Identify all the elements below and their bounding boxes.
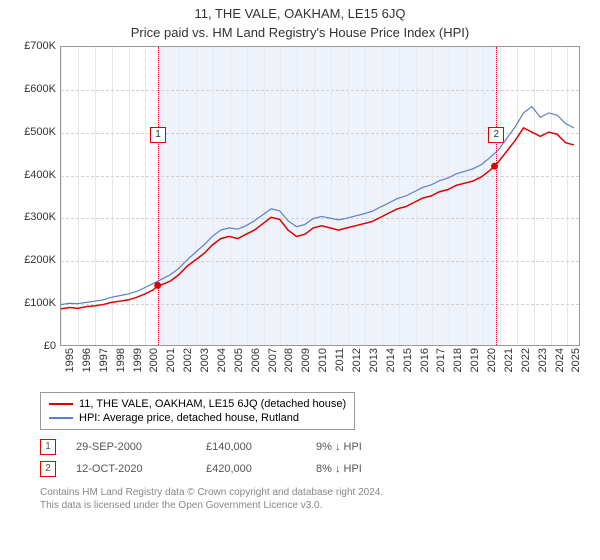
y-axis-label: £700K [8,40,56,52]
x-axis-label: 2008 [283,348,295,372]
sale-row-badge: 2 [40,461,56,477]
sale-price: £420,000 [206,463,296,475]
y-axis-label: £300K [8,211,56,223]
x-axis-label: 2021 [503,348,515,372]
footer-line2: This data is licensed under the Open Gov… [40,499,560,512]
x-axis-label: 2012 [351,348,363,372]
legend: 11, THE VALE, OAKHAM, LE15 6JQ (detached… [40,392,355,430]
x-axis-label: 2022 [520,348,532,372]
chart-container: 11, THE VALE, OAKHAM, LE15 6JQ Price pai… [0,0,600,560]
x-axis-label: 2023 [537,348,549,372]
x-axis-label: 2006 [250,348,262,372]
sale-row: 1 29-SEP-2000 £140,000 9% ↓ HPI [40,436,560,458]
legend-label: HPI: Average price, detached house, Rutl… [79,412,299,424]
sale-marker-dot [491,163,498,170]
x-axis-label: 2014 [385,348,397,372]
legend-swatch [49,417,73,419]
legend-item: HPI: Average price, detached house, Rutl… [49,411,346,425]
chart-area: 12 £0£100K£200K£300K£400K£500K£600K£700K… [40,46,600,386]
series-line [61,107,574,305]
y-axis-label: £200K [8,254,56,266]
sale-date: 29-SEP-2000 [76,441,186,453]
x-axis-label: 2000 [148,348,160,372]
x-axis-label: 2001 [165,348,177,372]
series-svg [61,47,579,345]
legend-item: 11, THE VALE, OAKHAM, LE15 6JQ (detached… [49,397,346,411]
x-axis-label: 1997 [98,348,110,372]
x-axis-label: 2007 [267,348,279,372]
x-axis-label: 2019 [469,348,481,372]
x-axis-label: 2018 [452,348,464,372]
sales-table: 1 29-SEP-2000 £140,000 9% ↓ HPI 2 12-OCT-2020… [40,436,560,480]
x-axis-label: 2011 [334,348,346,372]
y-axis-label: £500K [8,126,56,138]
x-axis-label: 2013 [368,348,380,372]
x-axis-label: 1995 [64,348,76,372]
sale-price: £140,000 [206,441,296,453]
y-axis-label: £600K [8,83,56,95]
sale-diff: 9% ↓ HPI [316,441,426,453]
x-axis-label: 2002 [182,348,194,372]
sale-marker-dot [154,282,161,289]
x-axis-label: 1999 [132,348,144,372]
chart-title-line1: 11, THE VALE, OAKHAM, LE15 6JQ [0,0,600,21]
x-axis-label: 2016 [419,348,431,372]
legend-swatch [49,403,73,405]
x-axis-label: 2009 [300,348,312,372]
x-axis-label: 2020 [486,348,498,372]
x-axis-label: 2005 [233,348,245,372]
x-axis-label: 2025 [570,348,582,372]
y-axis-label: £100K [8,297,56,309]
x-axis-label: 2010 [317,348,329,372]
footer-line1: Contains HM Land Registry data © Crown c… [40,486,560,499]
x-axis-label: 2003 [199,348,211,372]
legend-label: 11, THE VALE, OAKHAM, LE15 6JQ (detached… [79,398,346,410]
y-axis-label: £400K [8,169,56,181]
legend-container: 11, THE VALE, OAKHAM, LE15 6JQ (detached… [40,392,560,430]
sale-diff: 8% ↓ HPI [316,463,426,475]
x-axis-label: 2024 [554,348,566,372]
x-axis-label: 2015 [402,348,414,372]
x-axis-label: 1998 [115,348,127,372]
sale-date: 12-OCT-2020 [76,463,186,475]
footer-attribution: Contains HM Land Registry data © Crown c… [40,486,560,512]
x-axis-label: 2004 [216,348,228,372]
y-axis-label: £0 [8,340,56,352]
x-axis-label: 1996 [81,348,93,372]
chart-title-line2: Price paid vs. HM Land Registry's House … [0,21,600,46]
x-axis-label: 2017 [435,348,447,372]
series-line [61,128,574,309]
plot-region: 12 [60,46,580,346]
sale-row: 2 12-OCT-2020 £420,000 8% ↓ HPI [40,458,560,480]
sale-row-badge: 1 [40,439,56,455]
